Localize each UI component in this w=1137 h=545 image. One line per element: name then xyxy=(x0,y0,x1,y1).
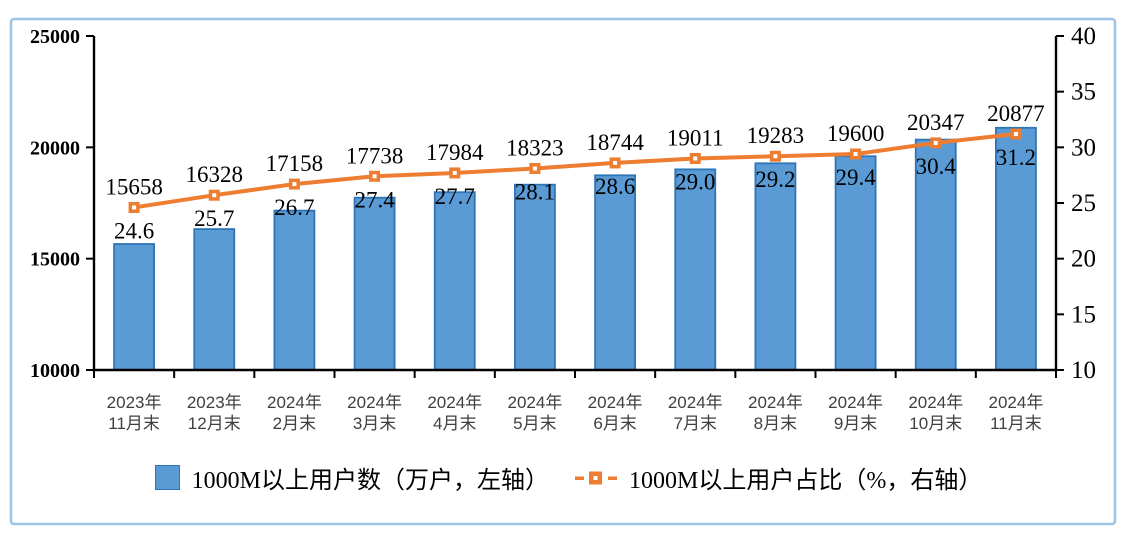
line-swatch-marker-center xyxy=(593,475,598,480)
x-category-label: 2024年 10月末 xyxy=(908,393,963,433)
line-series-label: 1000M以上用户占比（%，右轴） xyxy=(629,468,983,494)
bar-value-label: 17738 xyxy=(346,143,404,168)
right-axis-tick-label: 30 xyxy=(1071,134,1096,161)
ratio-line-series xyxy=(128,128,1022,213)
x-category-label: 2024年 9月末 xyxy=(828,393,883,433)
ratio-value-label: 30.4 xyxy=(916,154,957,179)
x-category-label: 2024年 3月末 xyxy=(347,393,402,433)
bar-value-label: 19283 xyxy=(747,123,805,148)
line-swatch-dash xyxy=(608,476,617,480)
ratio-value-label: 28.1 xyxy=(515,179,555,204)
bar-value-label: 18744 xyxy=(586,130,644,155)
line-swatch-dash xyxy=(575,476,584,480)
x-category-label: 2024年 7月末 xyxy=(668,393,723,433)
bar-series xyxy=(113,126,1037,371)
x-category-label: 2024年 2月末 xyxy=(267,393,322,433)
legend-item-bar-series: 1000M以上用户数（万户，左轴） xyxy=(154,460,549,495)
line-marker-center xyxy=(132,205,137,210)
line-marker-center xyxy=(452,170,457,175)
left-axis-tick-label: 10000 xyxy=(30,360,80,382)
ratio-value-label: 26.7 xyxy=(274,195,314,220)
bar xyxy=(995,126,1037,371)
right-axis-tick-label: 10 xyxy=(1071,357,1096,384)
bar-value-label: 19600 xyxy=(827,121,885,146)
x-category-label: 2023年 12月末 xyxy=(187,393,242,433)
chart-legend: 1000M以上用户数（万户，左轴） 1000M以上用户占比（%，右轴） xyxy=(0,460,1137,495)
x-category-label: 2024年 5月末 xyxy=(508,393,563,433)
line-marker-center xyxy=(292,182,297,187)
left-axis-tick-label: 25000 xyxy=(30,26,80,48)
right-axis-tick-label: 15 xyxy=(1071,301,1096,328)
ratio-value-label: 27.4 xyxy=(354,187,395,212)
line-marker-center xyxy=(613,160,618,165)
line-marker-center xyxy=(933,140,938,145)
chart-panel-frame xyxy=(9,17,1117,526)
ratio-value-label: 24.6 xyxy=(114,218,154,243)
bar xyxy=(514,183,556,371)
left-axis-tick-label: 15000 xyxy=(30,249,80,271)
x-category-label: 2024年 11月末 xyxy=(989,393,1044,433)
bar xyxy=(273,209,316,371)
x-category-label: 2023年 11月末 xyxy=(107,393,162,433)
line-marker-center xyxy=(532,166,537,171)
line-series-swatch xyxy=(575,471,617,484)
x-category-label: 2024年 8月末 xyxy=(748,393,803,433)
line-marker-center xyxy=(693,156,698,161)
x-category-label: 2024年 6月末 xyxy=(588,393,643,433)
legend-item-line-series: 1000M以上用户占比（%，右轴） xyxy=(575,460,982,495)
bar xyxy=(113,243,155,371)
bar xyxy=(433,191,476,371)
line-marker-center xyxy=(773,154,778,159)
ratio-value-label: 29.2 xyxy=(755,167,795,192)
ratio-value-label: 25.7 xyxy=(194,206,234,231)
ratio-value-label: 28.6 xyxy=(595,174,635,199)
line-marker-center xyxy=(212,193,217,198)
ratio-value-label: 27.7 xyxy=(435,184,475,209)
right-axis-tick-label: 40 xyxy=(1071,23,1096,50)
ratio-line xyxy=(133,131,1017,210)
x-category-label: 2024年 4月末 xyxy=(427,393,482,433)
ratio-value-label: 29.4 xyxy=(835,165,876,190)
bar xyxy=(193,228,236,371)
line-marker-center xyxy=(372,174,377,179)
bar-value-label: 17158 xyxy=(266,151,324,176)
right-axis-tick-label: 35 xyxy=(1071,79,1096,106)
bar-value-label: 19011 xyxy=(667,125,724,150)
ratio-value-label: 29.0 xyxy=(675,169,715,194)
bar-series-swatch xyxy=(154,465,180,490)
bar xyxy=(594,174,636,371)
bar-value-label: 20347 xyxy=(907,110,965,135)
line-marker-center xyxy=(853,152,858,157)
bar xyxy=(674,168,717,371)
axes: 25000 20000 15000 10000 40 35 30 25 20 15 10 xyxy=(30,23,1096,384)
bar-value-label: 17984 xyxy=(426,140,484,165)
bar-value-label: 18323 xyxy=(506,135,564,160)
line-marker-center xyxy=(1013,131,1018,136)
bar-value-label: 20877 xyxy=(987,101,1045,126)
x-axis-labels: 2023年 11月末 2023年 12月末 2024年 2月末 2024年 3月末 2024年 4… xyxy=(107,393,1044,433)
right-axis-tick-label: 20 xyxy=(1071,246,1096,273)
left-axis-tick-label: 20000 xyxy=(30,137,80,159)
bar-series-label: 1000M以上用户数（万户，左轴） xyxy=(191,468,549,494)
bar-value-label: 16328 xyxy=(186,162,244,187)
bar-value-label: 15658 xyxy=(105,174,163,199)
ratio-value-label: 31.2 xyxy=(996,145,1036,170)
data-labels: 15658 24.6 16328 25.7 17158 26.7 17738 27.4 1798… xyxy=(105,101,1044,243)
bar xyxy=(353,196,396,371)
right-axis-tick-label: 25 xyxy=(1071,190,1096,217)
bar xyxy=(754,162,797,371)
